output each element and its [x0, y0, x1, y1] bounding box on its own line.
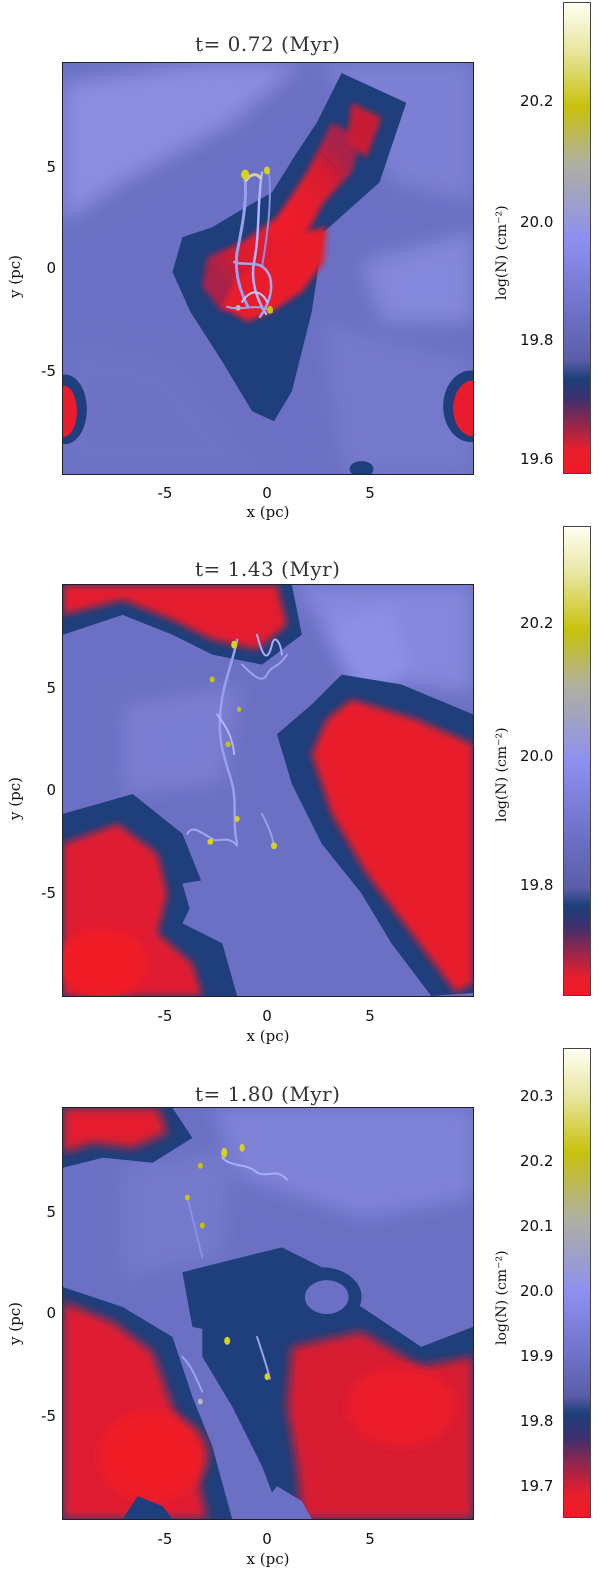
column-density-map: [63, 1108, 473, 1519]
density-structures: [122, 1108, 473, 1278]
colorbar-tick: 20.3: [520, 1087, 554, 1105]
y-axis-label: y (pc): [6, 255, 24, 298]
colorbar-tick: 19.8: [520, 1412, 554, 1430]
panel-1: t= 0.72 (Myr): [0, 0, 600, 521]
x-tick-label: 0: [262, 1530, 272, 1548]
colorbar-tick: 19.8: [520, 876, 554, 894]
colorbar: [563, 1048, 591, 1518]
column-density-map: [63, 585, 473, 996]
y-tick-label: 5: [46, 1203, 56, 1221]
y-axis-label: y (pc): [6, 777, 24, 820]
dense-regions: [63, 585, 473, 996]
colorbar-tick: 20.0: [520, 747, 554, 765]
y-tick-label: 0: [46, 1304, 56, 1322]
x-tick-label: -5: [157, 1530, 173, 1548]
colorbar-tick: 19.6: [520, 450, 554, 468]
x-tick-label: 5: [365, 484, 375, 502]
heatmap-plot: [62, 584, 474, 997]
panel-2: t= 1.43 (Myr): [0, 522, 600, 1052]
colorbar: [563, 526, 591, 996]
density-structures: [122, 585, 473, 794]
y-tick-label: 0: [46, 781, 56, 799]
colorbar-tick: 20.0: [520, 1282, 554, 1300]
colorbar-tick: 20.2: [520, 1152, 554, 1170]
y-tick-label: -5: [41, 362, 56, 380]
y-axis-label: y (pc): [6, 1302, 24, 1345]
colorbar-label: log(N) (cm⁻²): [494, 727, 510, 822]
panel-title: t= 1.80 (Myr): [195, 1082, 341, 1106]
colorbar-tick: 20.0: [520, 213, 554, 231]
column-density-map: [63, 63, 473, 474]
x-tick-label: -5: [157, 484, 173, 502]
x-tick-label: -5: [157, 1007, 173, 1025]
x-tick-label: 5: [365, 1007, 375, 1025]
y-tick-label: 5: [46, 158, 56, 176]
colorbar-tick: 20.1: [520, 1217, 554, 1235]
x-tick-label: 5: [365, 1530, 375, 1548]
y-tick-label: -5: [41, 1407, 56, 1425]
colorbar-tick: 19.7: [520, 1477, 554, 1495]
colorbar: [563, 2, 591, 474]
colorbar-tick: 20.2: [520, 614, 554, 632]
colorbar-tick: 19.8: [520, 331, 554, 349]
x-tick-label: 0: [262, 484, 272, 502]
x-axis-label: x (pc): [246, 1027, 290, 1045]
dense-regions: [63, 1108, 473, 1519]
colorbar-tick: 19.9: [520, 1347, 554, 1365]
colorbar-label: log(N) (cm⁻²): [494, 1250, 510, 1345]
dense-cores: [235, 166, 273, 314]
heatmap-plot: [62, 1107, 474, 1520]
dense-cores: [207, 640, 277, 850]
panel-3: t= 1.80 (Myr): [0, 1045, 600, 1578]
panel-title: t= 0.72 (Myr): [195, 32, 341, 56]
colorbar-tick: 20.2: [520, 92, 554, 110]
panel-title: t= 1.43 (Myr): [195, 557, 341, 581]
y-tick-label: -5: [41, 884, 56, 902]
heatmap-plot: [62, 62, 474, 475]
x-axis-label: x (pc): [246, 503, 290, 521]
dense-cores: [184, 1143, 270, 1405]
x-tick-label: 0: [262, 1007, 272, 1025]
y-tick-label: 5: [46, 679, 56, 697]
y-tick-label: 0: [46, 259, 56, 277]
edge-clumps: [63, 370, 473, 474]
x-axis-label: x (pc): [246, 1550, 290, 1568]
colorbar-label: log(N) (cm⁻²): [494, 205, 510, 300]
gas-strands: [186, 633, 288, 847]
gas-strands: [226, 171, 273, 319]
